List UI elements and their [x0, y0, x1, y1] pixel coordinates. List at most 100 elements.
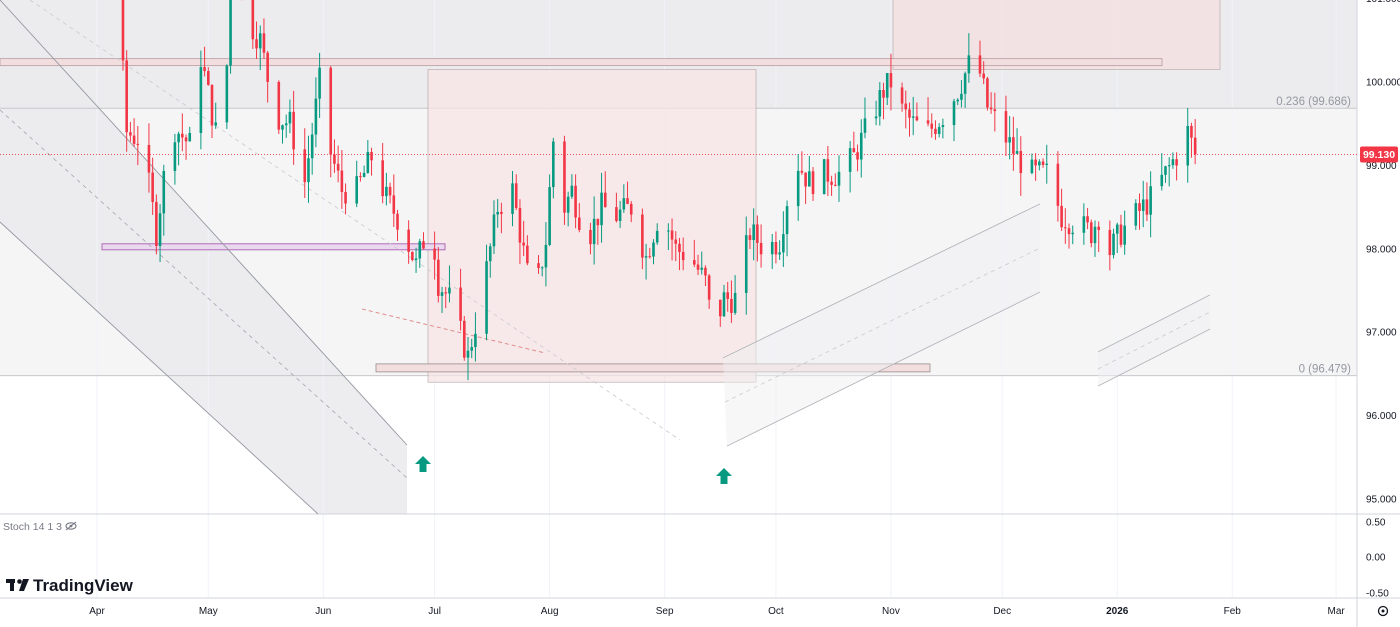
candle — [173, 133, 177, 185]
candle — [292, 90, 295, 165]
candle-body — [459, 287, 462, 321]
price-axis[interactable]: 95.000 96.000 97.000 98.000 99.000 100.000 101… — [1366, 0, 1400, 600]
candle-body — [414, 258, 418, 261]
up-arrow-icon — [716, 468, 732, 484]
candle-body — [1138, 203, 1141, 211]
candle-body — [255, 39, 258, 49]
candle-body — [722, 292, 726, 317]
candle — [915, 102, 919, 122]
candle — [629, 201, 633, 223]
candle — [589, 222, 592, 255]
candle — [848, 141, 852, 193]
candle — [718, 299, 722, 327]
candle — [355, 160, 358, 208]
time-label-feb: Feb — [1224, 606, 1242, 617]
candle — [808, 156, 811, 187]
candle-body — [830, 181, 833, 185]
candle-body — [915, 116, 919, 121]
candle — [162, 164, 166, 236]
candle-body — [778, 252, 781, 255]
candle — [392, 174, 396, 227]
candle — [422, 232, 425, 250]
candle-body — [785, 206, 789, 235]
candle — [129, 121, 132, 142]
candle-body — [336, 163, 340, 171]
candle — [778, 240, 781, 261]
candle-body — [1160, 174, 1164, 187]
candle-body — [863, 118, 867, 133]
support-band-low — [375, 363, 931, 373]
candle-body — [696, 264, 700, 270]
candle — [155, 194, 158, 255]
candle — [229, 0, 232, 74]
candle — [1041, 158, 1045, 168]
candle-body — [852, 148, 856, 153]
candle-body — [811, 171, 815, 195]
candle-body — [570, 185, 574, 197]
candle-body — [1045, 163, 1049, 165]
trend-drawings — [0, 0, 1357, 515]
time-label-mar: Mar — [1328, 606, 1346, 617]
candle — [1064, 208, 1067, 244]
candle — [544, 222, 548, 287]
candle — [199, 50, 203, 150]
candle-body — [129, 132, 132, 136]
candle — [188, 126, 192, 142]
time-label-may: May — [199, 606, 218, 617]
candle — [648, 247, 652, 259]
candle — [121, 0, 125, 71]
visibility-eye-icon[interactable] — [65, 521, 77, 531]
candle-body — [808, 171, 811, 187]
candle — [570, 174, 574, 199]
candle — [440, 286, 444, 314]
chart-settings-icon[interactable] — [1377, 605, 1389, 617]
candle-body — [618, 209, 622, 221]
candle-body — [1067, 228, 1071, 235]
candle — [566, 191, 570, 227]
candle-body — [470, 347, 474, 351]
candle — [284, 114, 288, 138]
time-label-oct: Oct — [768, 606, 784, 617]
candle-body — [147, 144, 151, 173]
candle-body — [214, 122, 218, 126]
candle — [136, 125, 140, 166]
candle — [214, 102, 218, 129]
candle — [774, 231, 778, 264]
candle-body — [592, 218, 596, 245]
candle — [830, 175, 833, 196]
candle — [930, 113, 934, 138]
stochastic-indicator-pane[interactable]: Stoch 14 1 3 — [3, 521, 77, 533]
candle — [859, 119, 863, 178]
candle-body — [589, 229, 592, 245]
candlestick-series[interactable] — [18, 0, 1197, 381]
candle-body — [622, 198, 626, 210]
candle-body — [889, 73, 893, 88]
candle-body — [629, 203, 633, 215]
candle — [667, 223, 670, 250]
candle-body — [433, 248, 436, 260]
candle — [726, 281, 729, 312]
candle — [548, 174, 551, 247]
candle-body — [1119, 224, 1123, 245]
candle-body — [904, 103, 908, 110]
tradingview-logo[interactable]: TradingView — [6, 576, 134, 595]
candle-body — [1123, 225, 1126, 245]
price-tick-label: 96.000 — [1366, 411, 1397, 422]
time-axis[interactable]: Apr May Jun Jul Aug Sep Oct Nov Dec 2026 Feb Mar — [89, 606, 1345, 617]
candle — [1149, 171, 1152, 238]
candle-body — [514, 183, 518, 209]
candle — [1175, 152, 1178, 181]
candle — [344, 183, 347, 215]
uptrend-channel-fill — [723, 204, 1040, 446]
candle-body — [1193, 137, 1197, 155]
support-band-purple — [101, 243, 446, 251]
candle-body — [1056, 163, 1060, 206]
candle — [125, 50, 128, 152]
candle-body — [307, 158, 310, 183]
candle-body — [492, 214, 496, 247]
candle — [132, 118, 136, 147]
candle-body — [652, 242, 655, 257]
candle — [151, 157, 154, 215]
candle-body — [199, 67, 203, 133]
